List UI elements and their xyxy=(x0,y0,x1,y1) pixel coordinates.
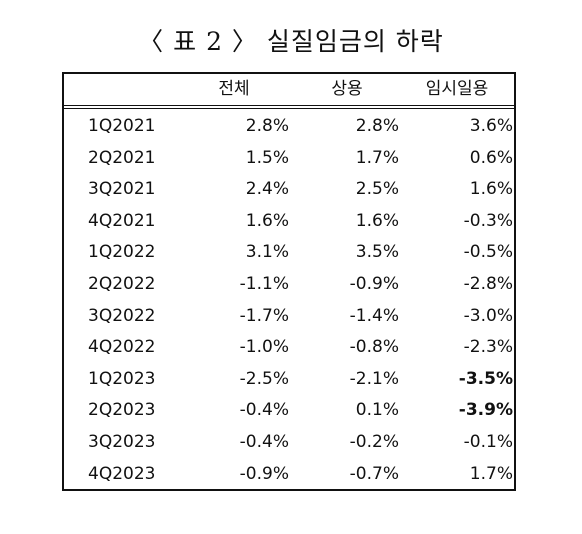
table-cell: 0.1% xyxy=(355,400,399,421)
table-cell: -3.5% xyxy=(458,368,513,389)
table-cell: -3.0% xyxy=(463,305,513,326)
row-label: 1Q2021 xyxy=(88,116,156,136)
table-cell: -0.3% xyxy=(463,210,513,231)
table-cell: -2.5% xyxy=(239,368,289,389)
table-cell: 3.6% xyxy=(469,116,513,136)
table-cell: -2.8% xyxy=(463,274,513,294)
table-cell: -2.1% xyxy=(349,368,399,389)
row-label: 2Q2021 xyxy=(88,147,156,168)
row-label: 2Q2023 xyxy=(88,400,156,421)
table-cell: 0.6% xyxy=(469,147,513,168)
table-cell: -0.5% xyxy=(463,242,513,263)
table-cell: -2.3% xyxy=(463,337,513,358)
row-label: 1Q2022 xyxy=(88,242,156,263)
table-cell: 3.1% xyxy=(245,242,289,263)
table-cell: -1.7% xyxy=(239,305,289,326)
table-cell: -0.8% xyxy=(349,337,399,358)
table: 전체 상용 임시일용 1Q2021 2.8% 2.8% 3.6% 2Q2021 1.5% 1.7%… xyxy=(62,72,516,491)
table-cell: 1.5% xyxy=(245,147,289,168)
table-cell: -0.4% xyxy=(239,400,289,421)
table-cell: 2.8% xyxy=(245,116,289,136)
table-cell: -0.1% xyxy=(463,432,513,452)
row-label: 3Q2023 xyxy=(88,432,156,452)
table-cell: -3.9% xyxy=(458,400,513,421)
table-cell: 1.6% xyxy=(245,210,289,231)
table-cell: -1.0% xyxy=(239,337,289,358)
table-cell: 1.7% xyxy=(469,463,513,484)
header-rule xyxy=(64,105,514,109)
table-cell: -1.4% xyxy=(349,305,399,326)
table-cell: 1.6% xyxy=(469,179,513,200)
row-label: 4Q2023 xyxy=(88,463,156,484)
table-cell: -0.2% xyxy=(349,432,399,452)
row-label: 4Q2021 xyxy=(88,210,156,231)
row-label: 1Q2023 xyxy=(88,368,156,389)
table-cell: 2.8% xyxy=(355,116,399,136)
table-cell: -0.7% xyxy=(349,463,399,484)
table-cell: 2.4% xyxy=(245,179,289,200)
table-cell: 1.6% xyxy=(355,210,399,231)
table-cell: 3.5% xyxy=(355,242,399,263)
row-label: 4Q2022 xyxy=(88,337,156,358)
row-label: 2Q2022 xyxy=(88,274,156,294)
column-header: 상용 xyxy=(331,79,363,99)
table-cell: -1.1% xyxy=(239,274,289,294)
row-label: 3Q2021 xyxy=(88,179,156,200)
table-cell: 2.5% xyxy=(355,179,399,200)
table-cell: -0.9% xyxy=(239,463,289,484)
table-cell: -0.4% xyxy=(239,432,289,452)
table-cell: -0.9% xyxy=(349,274,399,294)
column-header: 전체 xyxy=(218,79,250,99)
row-label: 3Q2022 xyxy=(88,305,156,326)
column-header: 임시일용 xyxy=(425,79,489,99)
table-cell: 1.7% xyxy=(355,147,399,168)
table-title: 〈 표 2 〉 실질임금의 하락 xyxy=(138,27,444,56)
